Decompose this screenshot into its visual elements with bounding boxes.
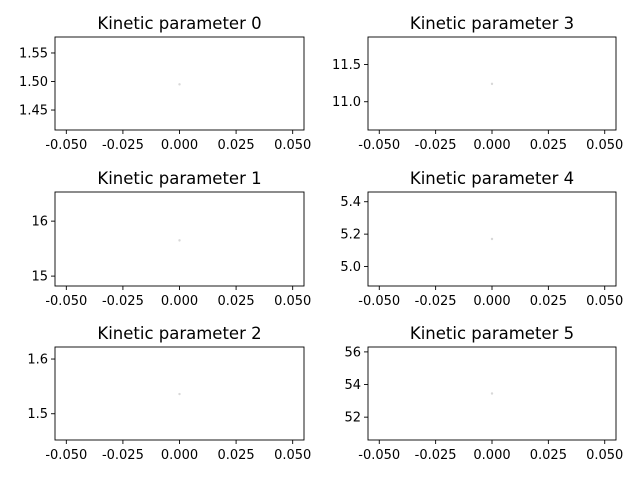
y-tick-label: 15 [31, 270, 48, 285]
subplot-title: Kinetic parameter 4 [410, 169, 574, 188]
x-tick-label: 0.050 [274, 294, 311, 309]
x-tick-label: 0.025 [217, 138, 254, 153]
x-tick-label: -0.025 [415, 294, 457, 309]
x-tick-label: 0.000 [473, 294, 510, 309]
y-tick-label: 1.6 [27, 353, 48, 368]
x-tick-label: -0.050 [358, 294, 400, 309]
subplot-4: Kinetic parameter 2 -0.050 -0.025 0.000 0.02… [27, 324, 311, 463]
y-tick-label: 11.5 [332, 58, 361, 73]
x-tick-label: -0.050 [358, 448, 400, 463]
y-tick-label: 52 [344, 411, 361, 426]
y-tick-label: 16 [31, 215, 48, 230]
x-tick-label: 0.050 [274, 448, 311, 463]
subplot-title: Kinetic parameter 1 [97, 169, 261, 188]
x-tick-label: 0.050 [586, 294, 623, 309]
subplot-title: Kinetic parameter 5 [410, 324, 574, 343]
data-point [490, 237, 494, 241]
subplot-title: Kinetic parameter 2 [97, 324, 261, 343]
data-point [490, 82, 494, 86]
y-tick-label: 5.0 [340, 260, 361, 275]
x-tick-label: -0.025 [415, 448, 457, 463]
data-point [178, 83, 181, 86]
x-tick-label: -0.025 [102, 294, 144, 309]
x-tick-label: -0.050 [45, 294, 87, 309]
x-tick-label: 0.025 [530, 294, 567, 309]
x-tick-label: -0.025 [102, 138, 144, 153]
y-tick-label: 56 [344, 345, 361, 360]
x-tick-label: -0.025 [415, 138, 457, 153]
data-point [178, 239, 181, 242]
x-tick-label: 0.025 [530, 138, 567, 153]
y-tick-label: 1.45 [19, 104, 48, 119]
y-tick-label: 1.50 [19, 75, 48, 90]
subplot-title: Kinetic parameter 0 [97, 14, 261, 33]
x-tick-label: 0.050 [274, 138, 311, 153]
x-tick-label: 0.050 [586, 138, 623, 153]
x-tick-label: 0.000 [473, 448, 510, 463]
x-tick-label: -0.050 [45, 138, 87, 153]
x-tick-label: 0.025 [217, 448, 254, 463]
x-tick-label: 0.050 [586, 448, 623, 463]
y-tick-label: 54 [344, 378, 361, 393]
y-tick-label: 1.55 [19, 46, 48, 61]
subplot-1: Kinetic parameter 3 -0.050 -0.025 0.000 0.02… [332, 14, 623, 153]
x-tick-label: 0.025 [530, 448, 567, 463]
y-tick-label: 5.4 [340, 195, 361, 210]
x-tick-label: 0.000 [161, 448, 198, 463]
x-tick-label: -0.025 [102, 448, 144, 463]
subplot-0: Kinetic parameter 0 -0.050 -0.025 0.000 0.02… [19, 14, 311, 153]
x-tick-label: 0.000 [473, 138, 510, 153]
subplot-title: Kinetic parameter 3 [410, 14, 574, 33]
x-tick-label: 0.000 [161, 294, 198, 309]
subplot-2: Kinetic parameter 1 -0.050 -0.025 0.000 0.02… [31, 169, 311, 309]
y-tick-label: 11.0 [332, 95, 361, 110]
x-tick-label: 0.000 [161, 138, 198, 153]
data-point [490, 392, 494, 395]
y-tick-label: 5.2 [340, 228, 361, 243]
x-tick-label: 0.025 [217, 294, 254, 309]
x-tick-label: -0.050 [358, 138, 400, 153]
axes-frame [54, 191, 305, 287]
subplot-3: Kinetic parameter 4 -0.050 -0.025 0.000 0.02… [340, 169, 623, 309]
data-point [178, 392, 181, 396]
y-tick-label: 1.5 [27, 407, 48, 422]
x-tick-label: -0.050 [45, 448, 87, 463]
subplot-5: Kinetic parameter 5 -0.050 -0.025 0.000 0.02… [344, 324, 623, 463]
